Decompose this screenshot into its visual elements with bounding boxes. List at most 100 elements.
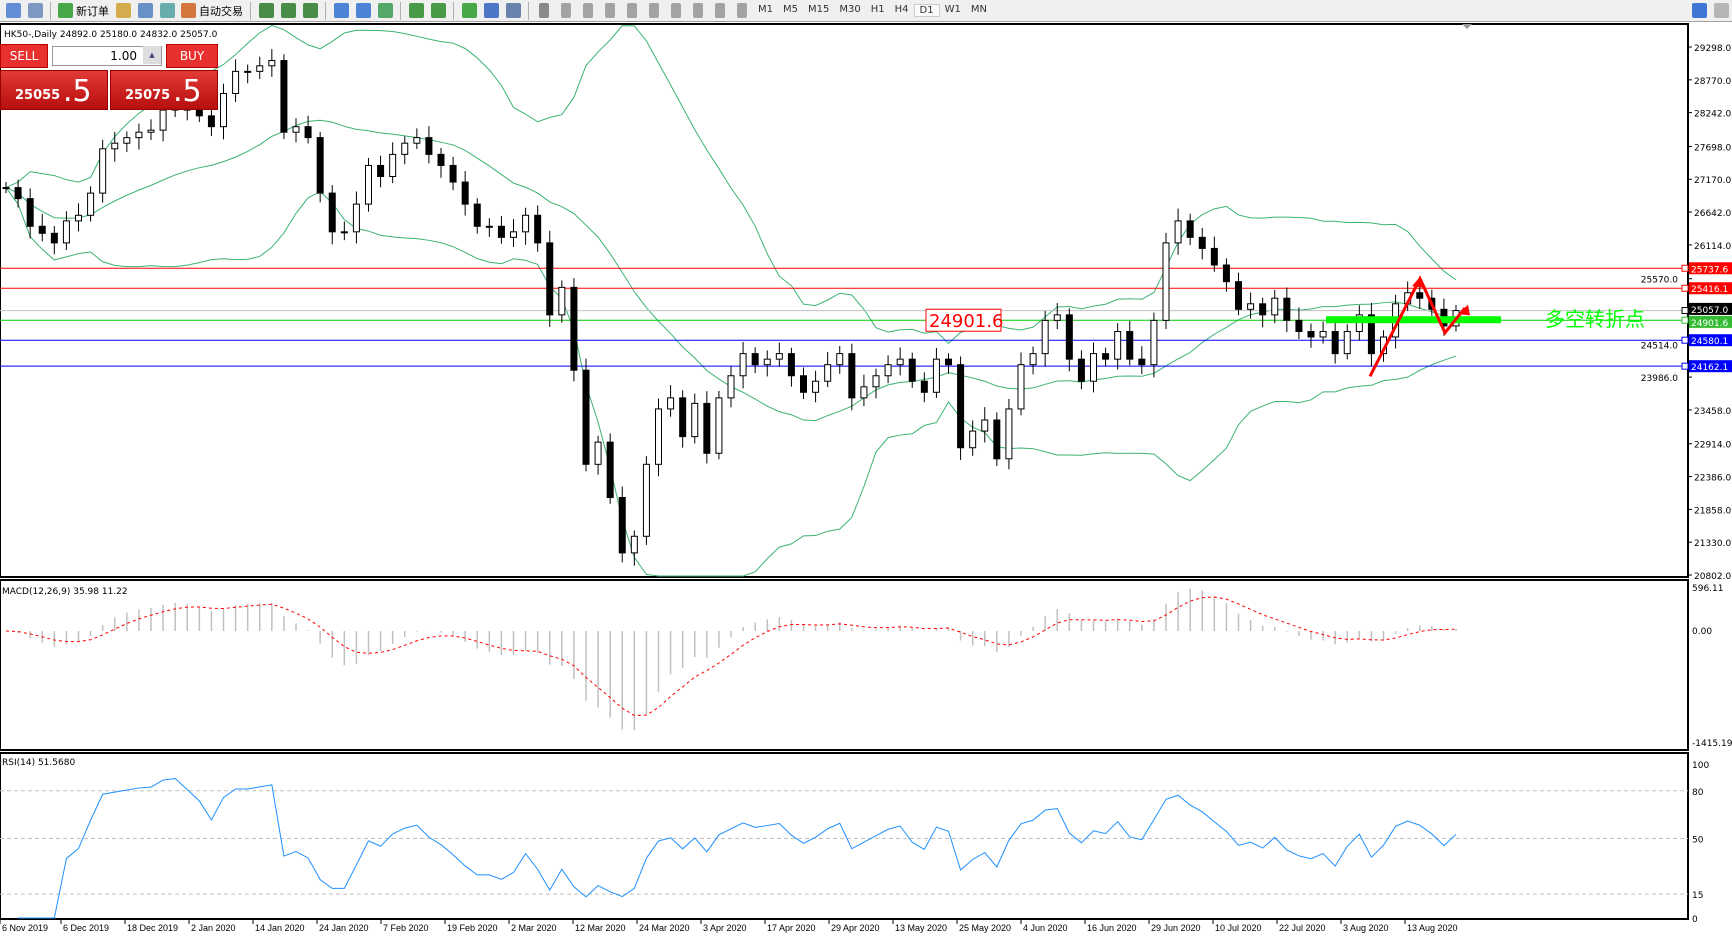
date-label: 2 Jan 2020 bbox=[191, 923, 236, 933]
toolbar: 新订单 自动交易 M1 M5 M15 M30 H1 H4 D1 W1 MN bbox=[0, 0, 1732, 22]
candle-body bbox=[751, 353, 759, 366]
candle-body bbox=[546, 242, 554, 316]
buy-price-button[interactable]: 25075.5 bbox=[110, 70, 218, 110]
candle-body bbox=[449, 164, 457, 183]
timeframe-m1[interactable]: M1 bbox=[758, 4, 773, 15]
new-order-label: 新订单 bbox=[76, 4, 109, 18]
auto-trading-button[interactable]: 自动交易 bbox=[178, 1, 246, 21]
chart-shift-button[interactable] bbox=[427, 1, 449, 21]
candle-body bbox=[1138, 358, 1146, 366]
auto-trading-icon bbox=[181, 3, 196, 18]
candle-body bbox=[461, 181, 469, 205]
zoom-chart-button[interactable] bbox=[24, 1, 46, 21]
candle-body bbox=[485, 225, 493, 228]
candle-body bbox=[256, 65, 264, 72]
timeframe-m5[interactable]: M5 bbox=[783, 4, 798, 15]
search-button[interactable] bbox=[1688, 1, 1710, 21]
horizontal-line-button[interactable] bbox=[599, 1, 621, 21]
crosshair-button[interactable] bbox=[555, 1, 577, 21]
zoom-out-button[interactable] bbox=[352, 1, 374, 21]
candle-body bbox=[328, 192, 336, 233]
candle-body bbox=[147, 129, 155, 133]
templates-icon bbox=[505, 3, 521, 18]
candle-body bbox=[558, 286, 566, 316]
vertical-line-button[interactable] bbox=[577, 1, 599, 21]
date-label: 19 Feb 2020 bbox=[447, 923, 498, 933]
price-level-marker bbox=[1681, 316, 1689, 324]
timeframe-h4[interactable]: H4 bbox=[894, 4, 909, 15]
periods-button[interactable] bbox=[480, 1, 502, 21]
auto-scroll-button[interactable] bbox=[405, 1, 427, 21]
indicators-icon bbox=[461, 3, 477, 18]
chart-window[interactable]: 29298.0 28770.0 28242.0 27698.0 27170.0 26642… bbox=[0, 23, 1732, 946]
zoom-in-button[interactable] bbox=[330, 1, 352, 21]
price-level-label: 25057.0 bbox=[1691, 306, 1728, 316]
candle-body bbox=[932, 358, 940, 393]
toolbar-separator bbox=[400, 1, 401, 20]
arrows-button[interactable] bbox=[731, 1, 753, 21]
timeframe-w1[interactable]: W1 bbox=[944, 4, 961, 15]
new-chart-button[interactable] bbox=[2, 1, 24, 21]
market-watch-button[interactable] bbox=[112, 1, 134, 21]
buy-button[interactable]: BUY bbox=[166, 44, 218, 68]
support-zone-bar bbox=[1326, 316, 1501, 324]
lot-increase-button[interactable]: ▲ bbox=[143, 46, 161, 64]
candlestick-button[interactable] bbox=[277, 1, 299, 21]
timeframe-d1[interactable]: D1 bbox=[913, 4, 940, 17]
candle-body bbox=[884, 364, 892, 377]
price-tick-label: 23986.0 bbox=[1641, 374, 1678, 384]
date-label: 13 Aug 2020 bbox=[1407, 923, 1458, 933]
channel-button[interactable] bbox=[665, 1, 687, 21]
candle-body bbox=[1174, 220, 1182, 244]
price-level-marker bbox=[1681, 264, 1689, 272]
timeframe-h1[interactable]: H1 bbox=[870, 4, 885, 15]
price-tick-label: 28242.0 bbox=[1694, 110, 1731, 120]
timeframe-mn[interactable]: MN bbox=[970, 4, 987, 15]
signals-button[interactable] bbox=[156, 1, 178, 21]
price-tick-label: 25570.0 bbox=[1641, 276, 1678, 286]
trendline-button[interactable] bbox=[621, 1, 643, 21]
text-label-button[interactable] bbox=[709, 1, 731, 21]
candle-body bbox=[207, 115, 215, 128]
price-level-marker bbox=[1681, 362, 1689, 370]
rsi-tick-label: 0 bbox=[1692, 915, 1698, 925]
text-button[interactable] bbox=[687, 1, 709, 21]
date-label: 18 Dec 2019 bbox=[127, 923, 178, 933]
candle-body bbox=[1029, 353, 1037, 366]
candle-body bbox=[389, 153, 397, 178]
price-box-label: 24901.6 bbox=[929, 311, 1003, 332]
macd-tick-label: 596.11 bbox=[1692, 584, 1724, 594]
tile-windows-button[interactable] bbox=[374, 1, 396, 21]
candle-body bbox=[14, 187, 22, 200]
chat-button[interactable] bbox=[1710, 1, 1732, 21]
candle-body bbox=[1077, 358, 1085, 382]
new-order-button[interactable]: 新订单 bbox=[55, 1, 112, 21]
text-icon bbox=[693, 3, 703, 18]
sell-price-button[interactable]: 25055.5 bbox=[0, 70, 108, 110]
candle-body bbox=[570, 286, 578, 371]
date-label: 17 Apr 2020 bbox=[767, 923, 816, 933]
sell-button[interactable]: SELL bbox=[0, 44, 48, 68]
horizontal-line-icon bbox=[605, 3, 615, 18]
templates-button[interactable] bbox=[502, 1, 524, 21]
lot-size-input[interactable]: 1.00 bbox=[52, 46, 162, 66]
fibonacci-button[interactable] bbox=[643, 1, 665, 21]
candle-body bbox=[473, 203, 481, 227]
timeframe-m30[interactable]: M30 bbox=[839, 4, 861, 15]
timeframe-m15[interactable]: M15 bbox=[808, 4, 830, 15]
date-label: 4 Jun 2020 bbox=[1023, 923, 1068, 933]
cursor-button[interactable] bbox=[533, 1, 555, 21]
indicators-button[interactable] bbox=[458, 1, 480, 21]
candle-body bbox=[1150, 319, 1158, 366]
navigator-button[interactable] bbox=[134, 1, 156, 21]
candle-body bbox=[401, 142, 409, 155]
candle-body bbox=[715, 397, 723, 454]
date-label: 24 Mar 2020 bbox=[639, 923, 690, 933]
candle-body bbox=[920, 380, 928, 393]
bar-chart-button[interactable] bbox=[255, 1, 277, 21]
candle-body bbox=[812, 380, 820, 393]
candle-body bbox=[582, 369, 590, 465]
sell-price-fraction: .5 bbox=[63, 74, 92, 109]
toolbar-separator bbox=[250, 1, 251, 20]
line-chart-button[interactable] bbox=[299, 1, 321, 21]
